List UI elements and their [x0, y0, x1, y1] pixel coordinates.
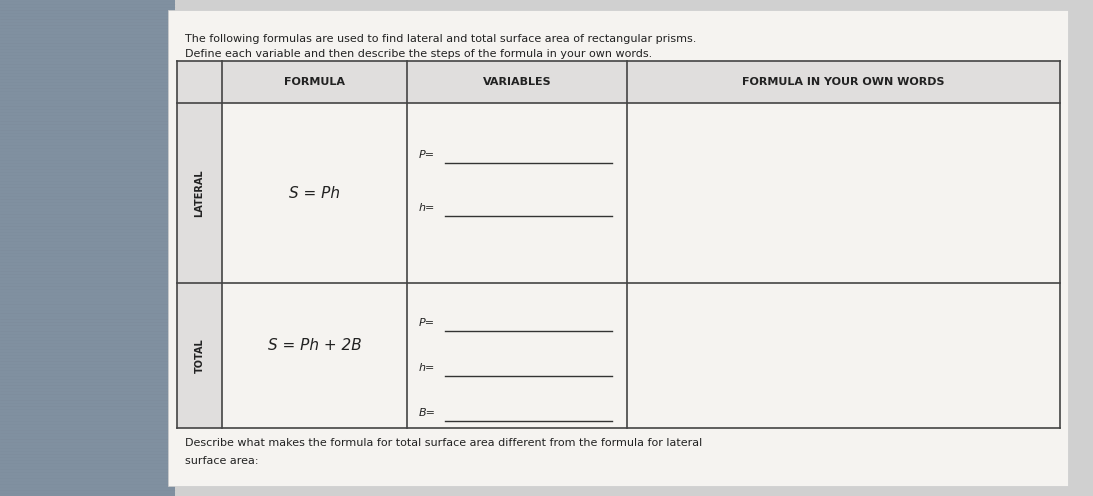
- Bar: [175, 0, 1093, 496]
- Text: VARIABLES: VARIABLES: [483, 77, 551, 87]
- Bar: [168, 10, 1068, 486]
- Text: The following formulas are used to find lateral and total surface area of rectan: The following formulas are used to find …: [185, 34, 696, 44]
- Text: surface area:: surface area:: [185, 456, 259, 466]
- Text: h=: h=: [419, 203, 435, 213]
- Text: P=: P=: [419, 150, 435, 160]
- Text: S = Ph: S = Ph: [289, 186, 340, 200]
- Text: FORMULA IN YOUR OWN WORDS: FORMULA IN YOUR OWN WORDS: [742, 77, 944, 87]
- Bar: [177, 61, 1060, 103]
- Text: Describe what makes the formula for total surface area different from the formul: Describe what makes the formula for tota…: [185, 438, 702, 448]
- Text: h=: h=: [419, 363, 435, 373]
- Bar: [177, 103, 222, 283]
- Text: P=: P=: [419, 318, 435, 328]
- Text: Define each variable and then describe the steps of the formula in your own word: Define each variable and then describe t…: [185, 49, 653, 59]
- Text: B=: B=: [419, 408, 436, 418]
- Text: S = Ph + 2B: S = Ph + 2B: [268, 338, 362, 353]
- Text: TOTAL: TOTAL: [195, 338, 204, 373]
- Text: LATERAL: LATERAL: [195, 169, 204, 217]
- Bar: [0, 0, 175, 496]
- Text: FORMULA: FORMULA: [284, 77, 345, 87]
- Bar: [177, 283, 222, 428]
